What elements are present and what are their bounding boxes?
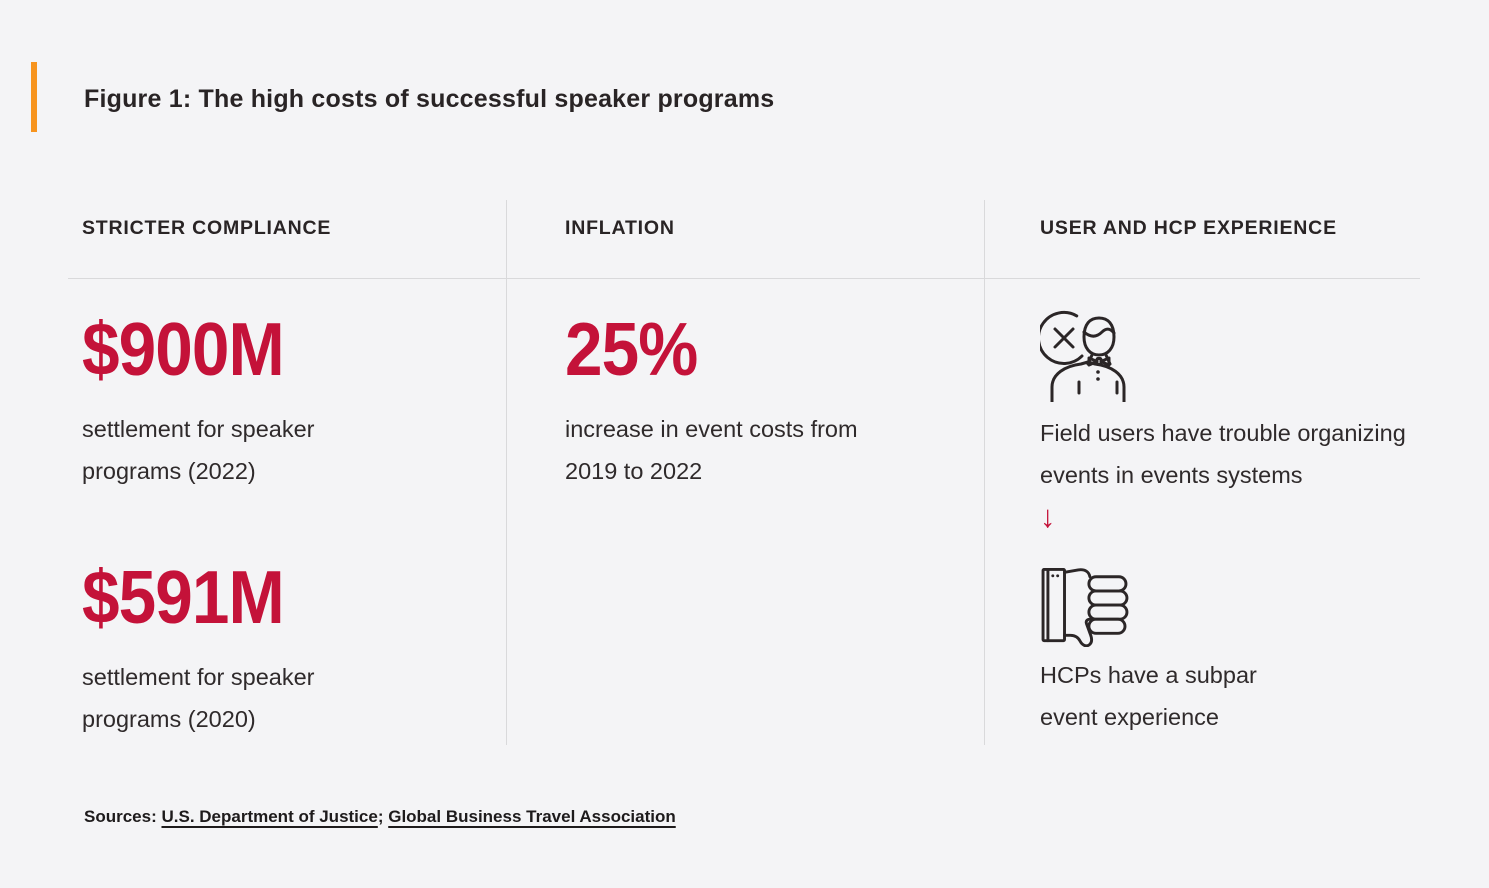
column-user-hcp-experience: USER AND HCP EXPERIENCE: [984, 200, 1420, 745]
source-link-gbta[interactable]: Global Business Travel Association: [388, 807, 676, 826]
stat-caption: increase in event costs from 2019 to 202…: [565, 416, 858, 484]
stat-value: 25%: [565, 307, 698, 391]
experience-text-field-users: Field users have trouble organizing even…: [1040, 420, 1406, 488]
source-link-doj[interactable]: U.S. Department of Justice: [161, 807, 378, 826]
header-underline: [68, 278, 1420, 279]
stat-value: $591M: [82, 555, 285, 639]
sources-line: Sources: U.S. Department of Justice; Glo…: [84, 804, 676, 830]
user-frustrated-icon: [1040, 310, 1126, 402]
accent-bar: [31, 62, 37, 132]
figure-title: Figure 1: The high costs of successful s…: [84, 85, 775, 113]
stat-caption: settlement for speaker programs (2020): [82, 664, 315, 732]
column-stricter-compliance: STRICTER COMPLIANCE $900M settlement for…: [68, 200, 506, 745]
column-header-stricter-compliance: STRICTER COMPLIANCE: [82, 217, 332, 239]
column-header-user-hcp-experience: USER AND HCP EXPERIENCE: [1040, 217, 1337, 239]
column-header-inflation: INFLATION: [565, 217, 675, 239]
stat-caption: settlement for speaker programs (2022): [82, 416, 315, 484]
experience-text-hcps: HCPs have a subpar event experience: [1040, 662, 1257, 730]
column-inflation: INFLATION 25% increase in event costs fr…: [506, 200, 984, 745]
sources-label: Sources:: [84, 807, 157, 826]
stat-event-cost-increase: 25% increase in event costs from 2019 to…: [565, 307, 984, 492]
sources-separator: ;: [377, 807, 384, 826]
stat-settlement-2022: $900M settlement for speaker programs (2…: [82, 307, 506, 492]
thumbs-down-icon: [1041, 567, 1129, 647]
stats-grid: STRICTER COMPLIANCE $900M settlement for…: [68, 200, 1420, 745]
stat-value: $900M: [82, 307, 285, 391]
down-arrow-icon: ↓: [1040, 499, 1056, 534]
stat-settlement-2020: $591M settlement for speaker programs (2…: [82, 555, 506, 740]
